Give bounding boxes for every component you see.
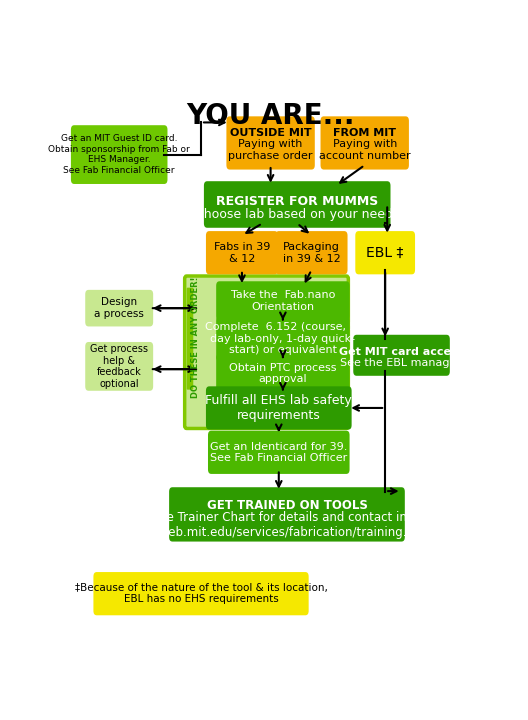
Text: ‡Because of the nature of the tool & its location,
EBL has no EHS requirements: ‡Because of the nature of the tool & its… — [74, 583, 327, 605]
Text: EBL ‡: EBL ‡ — [366, 246, 404, 260]
FancyBboxPatch shape — [320, 117, 409, 169]
Text: GET TRAINED ON TOOLS: GET TRAINED ON TOOLS — [206, 500, 367, 513]
FancyBboxPatch shape — [85, 342, 153, 391]
Text: See Trainer Chart for details and contact info:
mtlweb.mit.edu/services/fabricat: See Trainer Chart for details and contac… — [139, 510, 435, 539]
Text: FROM MIT: FROM MIT — [333, 128, 396, 138]
FancyBboxPatch shape — [216, 354, 350, 393]
FancyBboxPatch shape — [206, 387, 352, 430]
Text: OUTSIDE MIT: OUTSIDE MIT — [230, 128, 312, 138]
Text: Take the  Fab.nano
Orientation: Take the Fab.nano Orientation — [231, 290, 335, 312]
Text: Packaging
in 39 & 12: Packaging in 39 & 12 — [282, 242, 341, 264]
FancyBboxPatch shape — [93, 572, 309, 616]
Text: Get process
help &
feedback
optional: Get process help & feedback optional — [90, 344, 148, 389]
FancyBboxPatch shape — [208, 431, 350, 474]
Text: Paying with
account number: Paying with account number — [319, 139, 411, 161]
FancyBboxPatch shape — [216, 282, 350, 320]
FancyBboxPatch shape — [71, 125, 167, 184]
Text: Choose lab based on your needs: Choose lab based on your needs — [195, 207, 400, 220]
FancyBboxPatch shape — [187, 288, 193, 390]
Text: Complete  6.152 (course, 5-
day lab-only, 1-day quick-
start) or equivalent: Complete 6.152 (course, 5- day lab-only,… — [205, 322, 361, 355]
Text: DO THESE IN ANY ORDER!: DO THESE IN ANY ORDER! — [191, 276, 200, 397]
Text: Paying with
purchase order: Paying with purchase order — [228, 139, 313, 161]
FancyBboxPatch shape — [85, 290, 153, 326]
FancyBboxPatch shape — [353, 335, 450, 376]
Text: YOU ARE...: YOU ARE... — [186, 102, 355, 130]
FancyBboxPatch shape — [355, 231, 415, 274]
Text: Fulfill all EHS lab safety
requirements: Fulfill all EHS lab safety requirements — [205, 394, 352, 422]
Text: Get an Identicard for 39.
See Fab Financial Officer: Get an Identicard for 39. See Fab Financ… — [210, 441, 347, 463]
Text: Get an MIT Guest ID card.
Obtain sponsorship from Fab or
EHS Manager.
See Fab Fi: Get an MIT Guest ID card. Obtain sponsor… — [49, 135, 190, 175]
Text: REGISTER FOR MUMMS: REGISTER FOR MUMMS — [216, 194, 379, 207]
FancyBboxPatch shape — [227, 117, 315, 169]
Text: Obtain PTC process
approval: Obtain PTC process approval — [229, 363, 337, 384]
Text: Get MIT card access: Get MIT card access — [339, 347, 464, 357]
FancyBboxPatch shape — [185, 276, 348, 428]
FancyBboxPatch shape — [204, 181, 391, 228]
FancyBboxPatch shape — [216, 316, 350, 361]
Text: See the EBL manager.: See the EBL manager. — [340, 358, 464, 368]
FancyBboxPatch shape — [276, 231, 347, 274]
FancyBboxPatch shape — [169, 487, 405, 541]
Text: Fabs in 39
& 12: Fabs in 39 & 12 — [214, 242, 270, 264]
FancyBboxPatch shape — [206, 231, 278, 274]
Text: Design
a process: Design a process — [95, 297, 144, 319]
